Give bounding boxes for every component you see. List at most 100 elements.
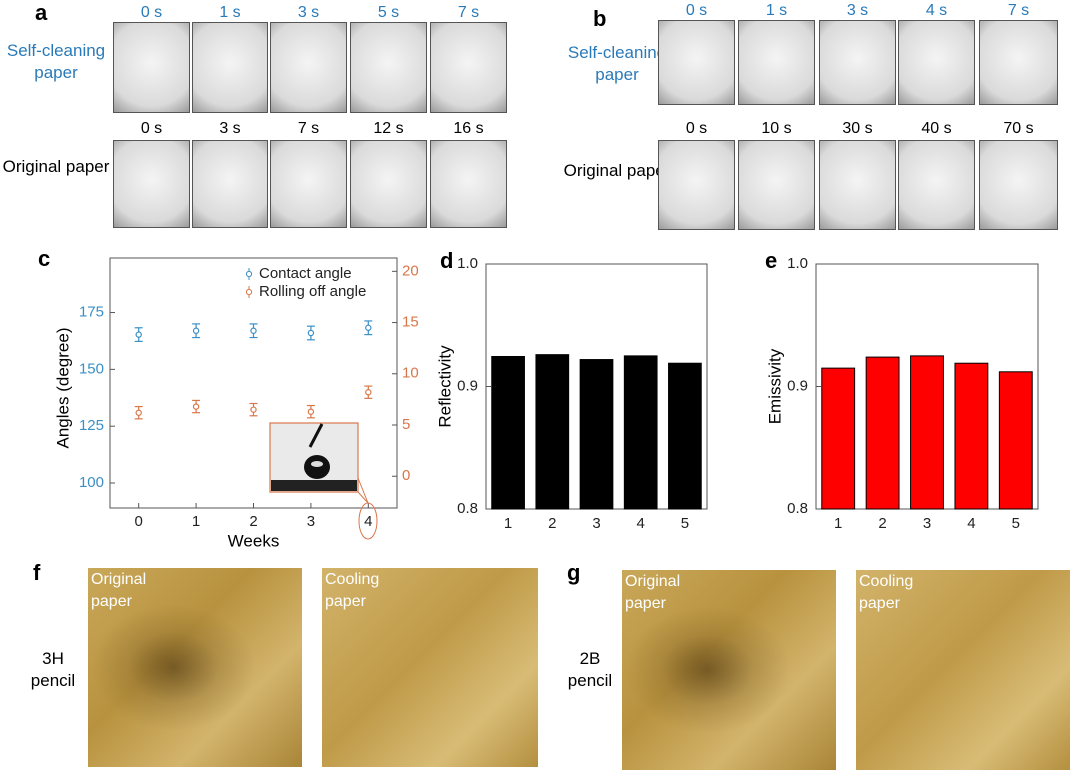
photo [192, 22, 268, 113]
y-tick-label: 1.0 [787, 255, 808, 272]
y-axis-title: Reflectivity [435, 345, 454, 428]
point [365, 389, 372, 396]
y-tick-label: 0.9 [457, 377, 478, 394]
panel-letter: b [593, 6, 607, 31]
time-label: 0 s [140, 120, 163, 137]
photo [192, 140, 268, 228]
y-tick-label: 0.8 [787, 500, 808, 517]
bar [865, 356, 900, 510]
time-label: 10 s [761, 120, 792, 137]
photo [979, 140, 1058, 230]
photo [658, 140, 735, 230]
y-tick-label: 150 [79, 360, 104, 377]
bar [579, 359, 614, 510]
photo [819, 20, 896, 105]
image-label: Cooling paper [859, 573, 914, 612]
x-tick-label: 5 [1012, 515, 1020, 532]
x-tick-label: 1 [504, 515, 512, 532]
y2-tick-label: 0 [402, 467, 410, 484]
y-tick-label: 0.9 [787, 377, 808, 394]
time-label: 70 s [1003, 120, 1034, 137]
time-label: 16 s [453, 120, 484, 137]
panel-letter: e [765, 248, 778, 273]
photo [898, 140, 975, 230]
photo [270, 140, 347, 228]
y2-tick-label: 5 [402, 416, 410, 433]
micrograph [856, 570, 1070, 770]
pencil-label: 2B pencil [567, 649, 613, 690]
row-label: Original paper [2, 157, 110, 176]
y-tick-label: 0.8 [457, 500, 478, 517]
photo [350, 22, 427, 113]
inset-pointer [357, 477, 369, 504]
inset-surface [271, 480, 357, 491]
photo [430, 22, 507, 113]
highlight-ring [358, 502, 378, 540]
time-label: 3 s [297, 4, 320, 21]
time-label: 0 s [140, 4, 163, 21]
panel-letter: d [440, 248, 454, 273]
y2-tick-label: 10 [402, 365, 419, 382]
photo [350, 140, 427, 228]
x-tick-label: 0 [135, 513, 143, 530]
photo [430, 140, 507, 228]
panel-letter: f [33, 560, 41, 585]
point [250, 406, 257, 413]
legend-label: Rolling off angle [259, 283, 366, 300]
x-tick-label: 4 [364, 513, 372, 530]
point [135, 331, 142, 338]
point [192, 403, 200, 410]
x-tick-label: 3 [592, 515, 600, 532]
bar [535, 354, 570, 510]
time-label: 7 s [1007, 2, 1030, 19]
bar [998, 371, 1033, 510]
photo [819, 140, 896, 230]
pencil-label: 3H pencil [30, 649, 76, 690]
legend-swatch [245, 288, 253, 296]
inset-droplet-glint [311, 461, 323, 467]
x-tick-label: 3 [307, 513, 315, 530]
time-label: 1 s [219, 4, 241, 21]
x-tick-label: 1 [834, 515, 842, 532]
photo [270, 22, 347, 113]
time-label: 0 s [685, 2, 708, 19]
panel-letter: c [38, 246, 51, 271]
y-axis-title: Angles (degree) [53, 328, 72, 449]
point [307, 408, 315, 415]
y-tick-label: 125 [79, 417, 104, 434]
time-label: 7 s [297, 120, 320, 137]
x-tick-label: 4 [637, 515, 645, 532]
bar [910, 355, 944, 510]
y-axis-title: Emissivity [765, 348, 784, 424]
photo [738, 140, 815, 230]
micrograph [322, 568, 538, 767]
x-tick-label: 1 [192, 513, 200, 530]
point [135, 409, 142, 416]
panel-letter: g [567, 560, 581, 585]
bar [623, 355, 658, 510]
legend-swatch [245, 270, 253, 278]
photo [738, 20, 815, 105]
bar [668, 362, 702, 510]
bar [491, 355, 525, 510]
point [307, 329, 315, 337]
bar [954, 362, 989, 510]
y2-tick-label: 20 [402, 262, 419, 279]
row-label: Self-cleaning paper [567, 43, 667, 84]
photo [979, 20, 1058, 105]
x-tick-label: 3 [923, 515, 931, 532]
time-label: 12 s [373, 120, 404, 137]
x-tick-label: 4 [967, 515, 975, 532]
point [250, 327, 257, 334]
image-label: Cooling paper [325, 571, 380, 610]
panel-letter: a [35, 0, 48, 25]
time-label: 3 s [846, 2, 869, 19]
photo [898, 20, 975, 105]
x-tick-label: 2 [249, 513, 257, 530]
inset-pointer [357, 491, 369, 504]
x-tick-label: 5 [681, 515, 689, 532]
point [192, 327, 200, 334]
row-label: Original paper [563, 161, 671, 180]
time-label: 3 s [219, 120, 241, 137]
